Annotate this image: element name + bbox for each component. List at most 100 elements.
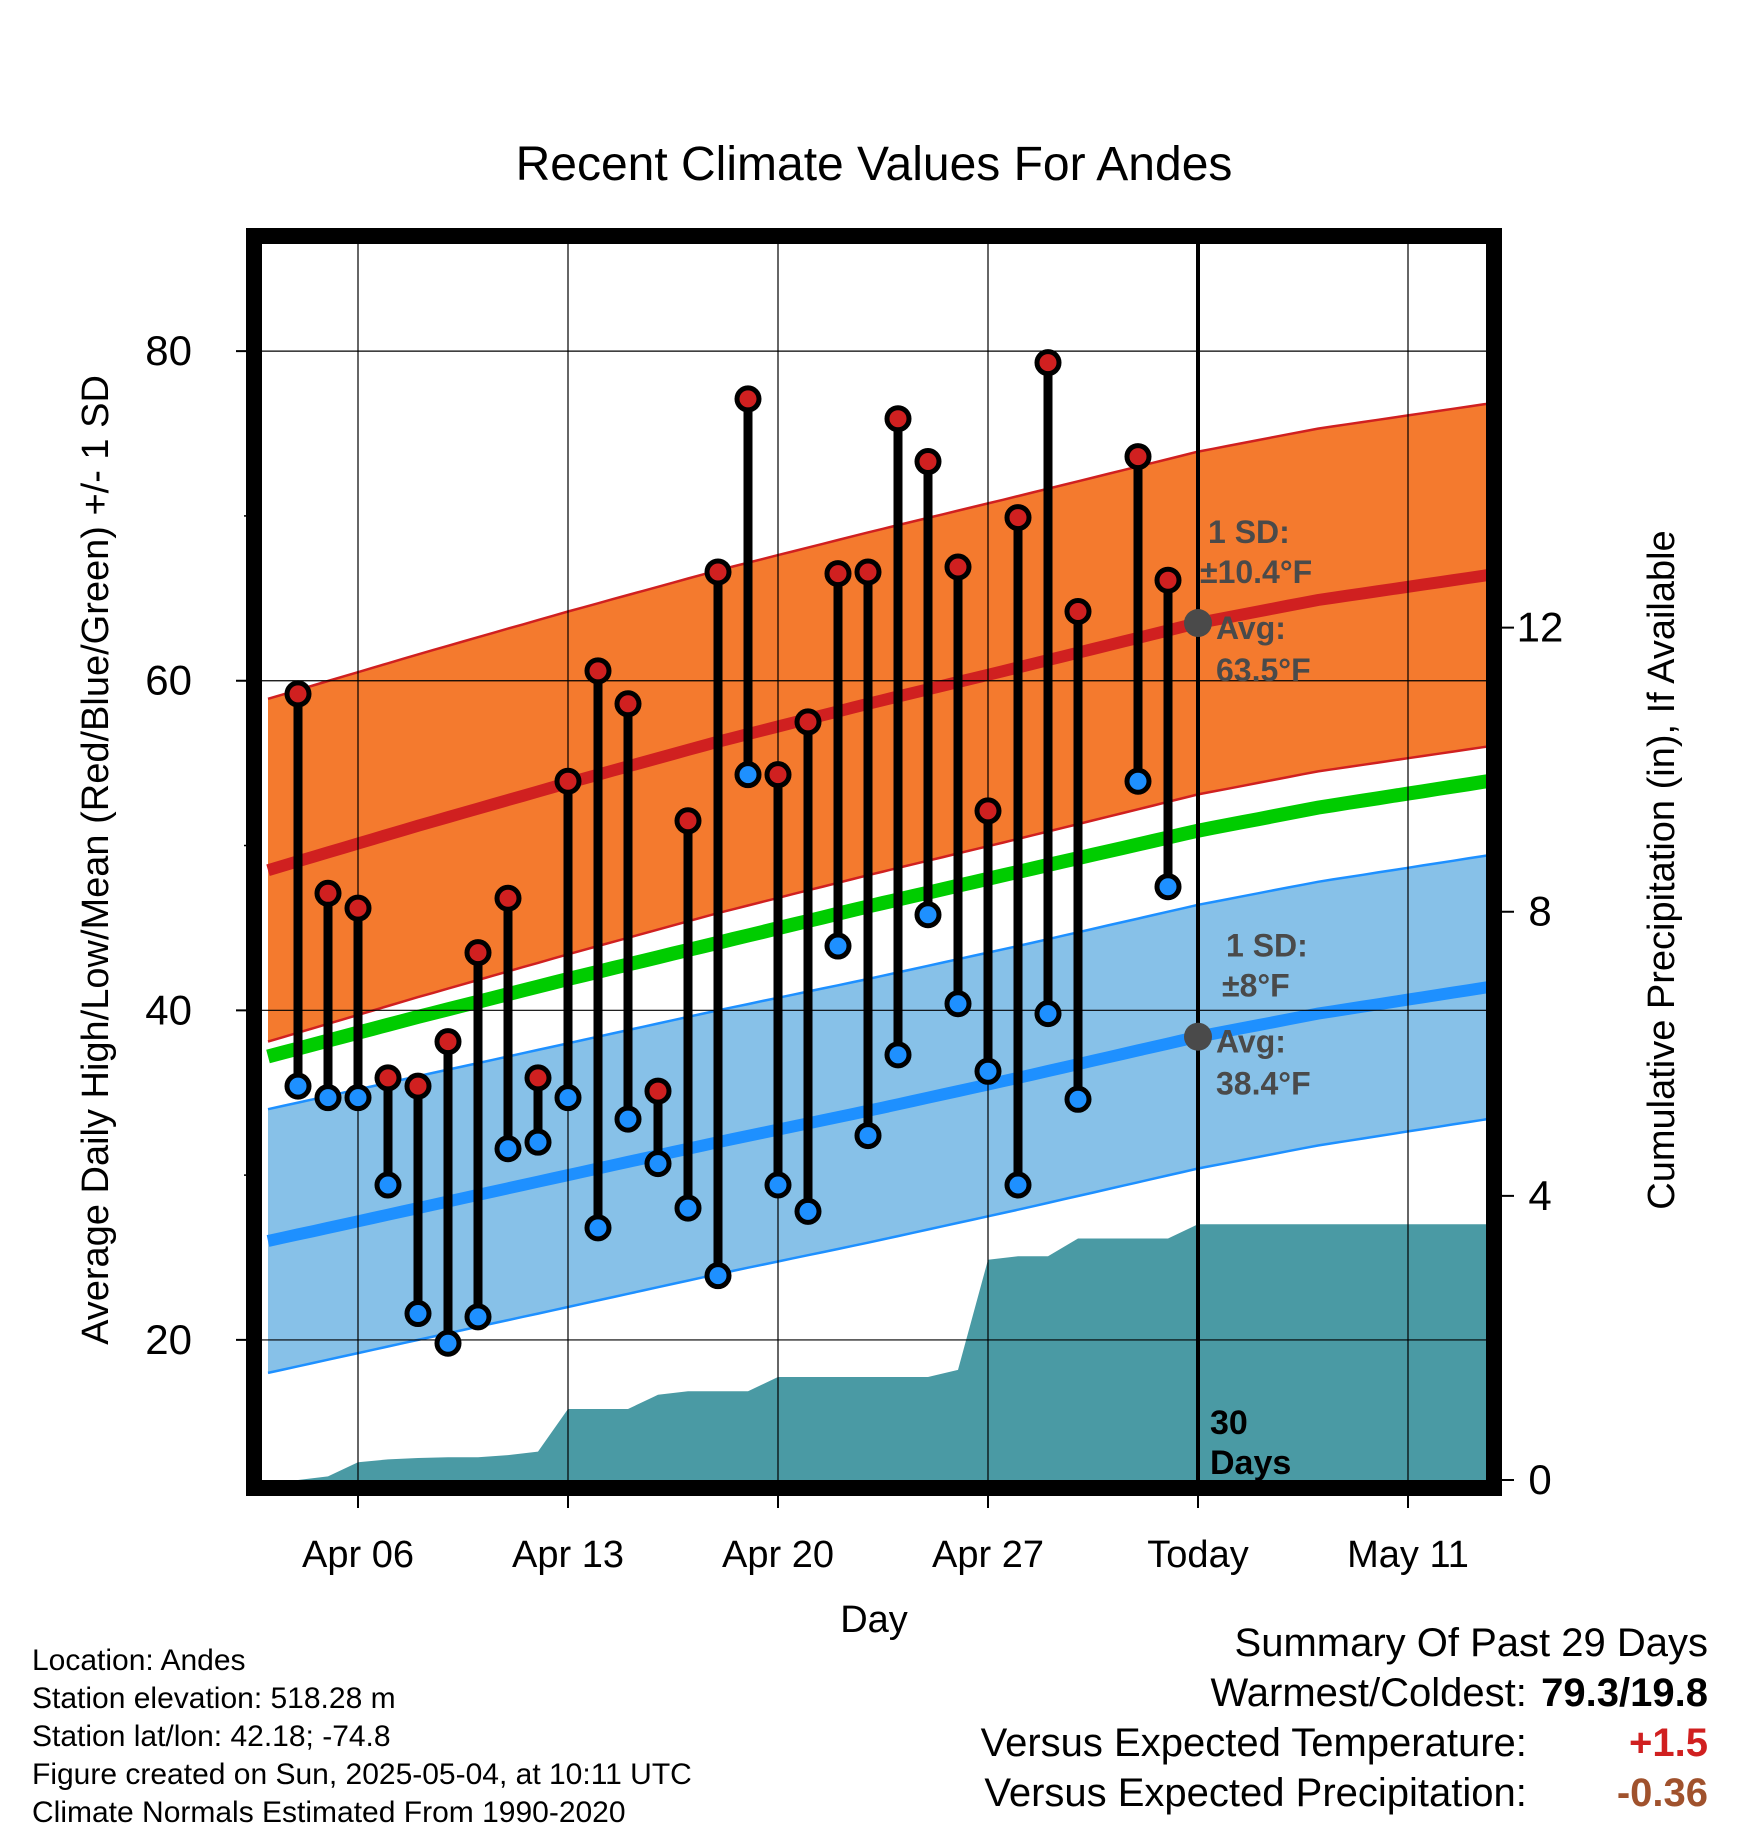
x-axis-label: Day: [840, 1599, 908, 1641]
daily-low-point: [284, 1072, 312, 1100]
daily-high-point: [644, 1077, 672, 1105]
temp-anomaly-label: Versus Expected Temperature:: [980, 1721, 1527, 1765]
footer-location: Location: Andes: [32, 1644, 246, 1677]
y2-tick-label: 12: [1517, 604, 1564, 651]
x-tick-label: Apr 13: [512, 1534, 624, 1576]
daily-high-point: [584, 657, 612, 685]
daily-high-point: [374, 1064, 402, 1092]
daily-high-point: [524, 1064, 552, 1092]
normal-high-line: [266, 569, 1486, 876]
warmest-value: 79.3: [1541, 1671, 1620, 1715]
daily-high-point: [734, 385, 762, 413]
daily-low-point: [704, 1262, 732, 1290]
low-sd-label: 1 SD:: [1226, 928, 1308, 964]
daily-high-point: [914, 448, 942, 476]
daily-high-point: [344, 894, 372, 922]
daily-low-point: [1004, 1171, 1032, 1199]
footer-elevation: Station elevation: 518.28 m: [32, 1682, 396, 1715]
daily-high-point: [944, 553, 972, 581]
high-sd-label: 1 SD:: [1208, 514, 1290, 550]
summary-warm-cold: Warmest/Coldest: 79.3/19.8: [981, 1668, 1709, 1718]
normal-low-line: [266, 981, 1486, 1247]
daily-high-point: [1154, 566, 1182, 594]
plot-frame: [246, 228, 1502, 1496]
x-tick-label: May 11: [1347, 1534, 1469, 1576]
daily-low-point: [434, 1329, 462, 1357]
daily-high-point: [284, 680, 312, 708]
y-tick-label: 80: [145, 327, 192, 374]
low-band-upper-edge: [267, 854, 1486, 1111]
today-days-number: 30: [1210, 1404, 1248, 1442]
daily-low-point: [764, 1171, 792, 1199]
daily-low-point: [794, 1197, 822, 1225]
daily-low-point: [644, 1150, 672, 1178]
warm-cold-label: Warmest/Coldest:: [1210, 1671, 1527, 1715]
daily-low-point: [914, 901, 942, 929]
x-tick-label: Apr 20: [722, 1534, 834, 1576]
daily-high-point: [854, 558, 882, 586]
low-sd-value: ±8°F: [1222, 968, 1290, 1004]
plot-area: 1 SD: ±10.4°F Avg: 63.5°F 1 SD: ±8°F Avg: 38.4°…: [145, 228, 1564, 1576]
high-avg-label: Avg:: [1216, 610, 1286, 646]
footer-normals: Climate Normals Estimated From 1990-2020: [32, 1796, 626, 1829]
daily-low-point: [674, 1194, 702, 1222]
daily-high-point: [674, 807, 702, 835]
daily-low-point: [884, 1041, 912, 1069]
y-tick-label: 20: [145, 1316, 192, 1363]
high-avg-value: 63.5°F: [1216, 652, 1311, 688]
daily-high-point: [1064, 598, 1092, 626]
high-band-upper-edge: [267, 402, 1486, 700]
daily-low-point: [1034, 1000, 1062, 1028]
footer-created: Figure created on Sun, 2025-05-04, at 10…: [32, 1758, 692, 1791]
daily-high-point: [1004, 504, 1032, 532]
normal-mean-line: [266, 774, 1486, 1064]
footer-info: Location: Andes Station elevation: 518.2…: [32, 1642, 692, 1832]
x-tick-label: Apr 06: [302, 1534, 414, 1576]
coldest-value: 19.8: [1630, 1671, 1708, 1715]
daily-low-point: [524, 1128, 552, 1156]
summary-temp: Versus Expected Temperature: +1.5: [981, 1718, 1708, 1768]
daily-low-point: [584, 1214, 612, 1242]
daily-high-point: [404, 1072, 432, 1100]
daily-low-point: [554, 1084, 582, 1112]
daily-low-point: [1124, 767, 1152, 795]
daily-high-point: [554, 767, 582, 795]
daily-high-point: [704, 558, 732, 586]
daily-low-point: [464, 1303, 492, 1331]
y2-tick-label: 8: [1528, 888, 1551, 935]
summary-precip: Versus Expected Precipitation: -0.36: [981, 1768, 1708, 1818]
daily-low-point: [374, 1171, 402, 1199]
y-tick-label: 60: [145, 657, 192, 704]
daily-high-point: [824, 560, 852, 588]
daily-high-point: [464, 939, 492, 967]
daily-high-point: [614, 690, 642, 718]
daily-low-point: [344, 1084, 372, 1112]
daily-low-point: [734, 761, 762, 789]
daily-low-point: [1064, 1085, 1092, 1113]
y2-axis-label: Cumulative Precipitation (in), If Availa…: [1641, 530, 1683, 1209]
high-band-lower-edge: [267, 745, 1486, 1043]
chart-title: Recent Climate Values For Andes: [516, 138, 1233, 191]
high-avg-marker: [1184, 609, 1212, 638]
daily-low-point: [404, 1300, 432, 1328]
y-tick-label: 40: [145, 986, 192, 1033]
low-avg-value: 38.4°F: [1216, 1066, 1311, 1102]
summary-heading: Summary Of Past 29 Days: [1234, 1621, 1708, 1665]
footer-latlon: Station lat/lon: 42.18; -74.8: [32, 1720, 391, 1753]
daily-high-point: [1034, 349, 1062, 377]
daily-high-point: [974, 797, 1002, 825]
daily-low-point: [824, 932, 852, 960]
daily-high-point: [794, 708, 822, 736]
warm-cold-value: 79.3/19.8: [1541, 1671, 1708, 1715]
daily-high-point: [494, 884, 522, 912]
daily-low-point: [944, 990, 972, 1018]
low-avg-marker: [1184, 1022, 1212, 1051]
x-tick-label: Apr 27: [932, 1534, 1044, 1576]
summary-panel: Summary Of Past 29 Days Warmest/Coldest:…: [981, 1618, 1708, 1818]
daily-low-point: [614, 1105, 642, 1133]
x-tick-label: Today: [1147, 1534, 1248, 1576]
precip-anomaly-value: -0.36: [1616, 1771, 1708, 1815]
daily-high-point: [314, 879, 342, 907]
daily-high-point: [434, 1028, 462, 1056]
